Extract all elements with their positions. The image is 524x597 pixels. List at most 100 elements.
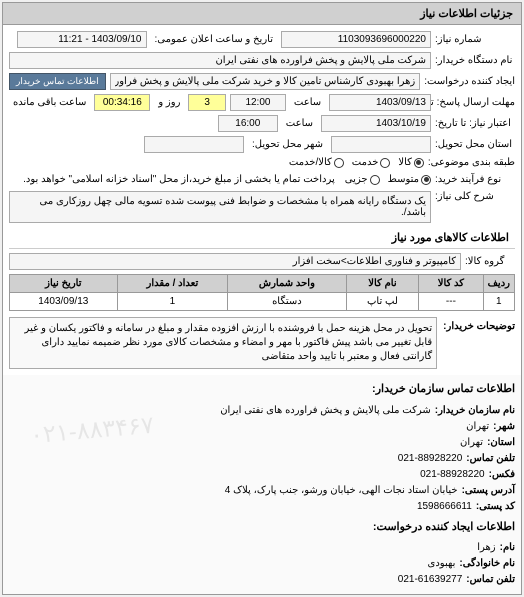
radio-partial-label: جزیی bbox=[345, 174, 368, 185]
row-process: نوع فرآیند خرید: متوسط جزیی پرداخت تمام … bbox=[9, 172, 515, 187]
col-qty: تعداد / مقدار bbox=[117, 275, 228, 293]
radio-dot-icon bbox=[421, 175, 431, 185]
col-code: کد کالا bbox=[419, 275, 483, 293]
deadline-date-input[interactable] bbox=[329, 94, 431, 111]
creator-family-value: بهبودی bbox=[428, 556, 456, 572]
delivery-city-label: شهر محل تحویل: bbox=[248, 139, 327, 150]
cell-code: --- bbox=[419, 293, 483, 311]
request-number-input[interactable] bbox=[281, 31, 431, 48]
goods-table: ردیف کد کالا نام کالا واحد شمارش تعداد /… bbox=[9, 274, 515, 311]
radio-both-label: کالا/خدمت bbox=[289, 157, 332, 168]
buyer-name-input[interactable] bbox=[9, 52, 431, 69]
creator-family-label: نام خانوادگی: bbox=[459, 556, 515, 572]
subject-label: شرح کلی نیاز: bbox=[435, 191, 515, 202]
delivery-state-input[interactable] bbox=[331, 136, 431, 153]
table-header-row: ردیف کد کالا نام کالا واحد شمارش تعداد /… bbox=[10, 275, 515, 293]
validity-date-input[interactable] bbox=[321, 115, 431, 132]
delivery-state-label: استان محل تحویل: bbox=[435, 139, 515, 150]
contact-address-value: خیابان استاد نجات الهی، خیابان ورشو، جنب… bbox=[225, 483, 458, 499]
contact-phone-label: تلفن تماس: bbox=[466, 451, 515, 467]
validity-label: اعتبار نیاز: تا تاریخ: bbox=[435, 118, 515, 129]
creator-family-line: نام خانوادگی: بهبودی bbox=[9, 556, 515, 572]
row-subject: شرح کلی نیاز: bbox=[9, 191, 515, 223]
row-validity: اعتبار نیاز: تا تاریخ: ساعت bbox=[9, 115, 515, 132]
remain-time-input bbox=[94, 94, 150, 111]
contact-fax-line: فکس: 021-88928220 bbox=[9, 467, 515, 483]
panel-header: جزئیات اطلاعات نیاز bbox=[3, 3, 521, 25]
radio-medium[interactable]: متوسط bbox=[388, 174, 431, 185]
row-deadline: مهلت ارسال پاسخ: تا ساعت روز و ساعت باقی… bbox=[9, 94, 515, 111]
radio-dot-icon bbox=[334, 158, 344, 168]
contact-city-line: شهر: تهران bbox=[9, 419, 515, 435]
creator-name-label: نام: bbox=[500, 540, 515, 556]
remain-days-label: روز و bbox=[154, 97, 184, 108]
classification-label: طبقه بندی موضوعی: bbox=[428, 157, 515, 168]
buyer-notes-label: توضیحات خریدار: bbox=[443, 317, 515, 332]
process-label: نوع فرآیند خرید: bbox=[435, 174, 515, 185]
remain-time-label: ساعت باقی مانده bbox=[9, 97, 90, 108]
contact-phone-line: تلفن تماس: 021-88928220 bbox=[9, 451, 515, 467]
row-request-number: شماره نیاز: تاریخ و ساعت اعلان عمومی: bbox=[9, 31, 515, 48]
creator-name-value: زهرا bbox=[477, 540, 495, 556]
contact-address-line: آدرس پستی: خیابان استاد نجات الهی، خیابا… bbox=[9, 483, 515, 499]
col-row: ردیف bbox=[483, 275, 514, 293]
contact-address-label: آدرس پستی: bbox=[462, 483, 515, 499]
cell-qty: 1 bbox=[117, 293, 228, 311]
subject-textarea[interactable] bbox=[9, 191, 431, 223]
process-radio-group: متوسط جزیی bbox=[345, 174, 431, 185]
contact-state-label: استان: bbox=[487, 435, 515, 451]
main-panel: جزئیات اطلاعات نیاز شماره نیاز: تاریخ و … bbox=[2, 2, 522, 595]
row-delivery: استان محل تحویل: شهر محل تحویل: bbox=[9, 136, 515, 153]
public-date-input[interactable] bbox=[17, 31, 147, 48]
radio-both[interactable]: کالا/خدمت bbox=[289, 157, 344, 168]
contact-postal-line: کد پستی: 1598666611 bbox=[9, 499, 515, 515]
row-classification: طبقه بندی موضوعی: کالا خدمت کالا/خدمت bbox=[9, 157, 515, 168]
radio-dot-icon bbox=[370, 175, 380, 185]
contact-org-value: شرکت ملی پالایش و پخش فراورده های نفتی ا… bbox=[220, 403, 431, 419]
goods-group-input[interactable] bbox=[9, 253, 461, 270]
form-body: شماره نیاز: تاریخ و ساعت اعلان عمومی: نا… bbox=[3, 25, 521, 375]
delivery-city-input[interactable] bbox=[144, 136, 244, 153]
requester-input[interactable] bbox=[110, 73, 421, 90]
deadline-label: مهلت ارسال پاسخ: تا bbox=[435, 97, 515, 108]
buyer-notes-box: تحویل در محل هزینه حمل با فروشنده با ارز… bbox=[9, 317, 437, 369]
radio-goods[interactable]: کالا bbox=[398, 157, 424, 168]
contact-city-label: شهر: bbox=[493, 419, 515, 435]
contact-phone-value: 021-88928220 bbox=[398, 451, 463, 467]
col-name: نام کالا bbox=[346, 275, 419, 293]
cell-name: لپ تاپ bbox=[346, 293, 419, 311]
table-row[interactable]: 1 --- لپ تاپ دستگاه 1 1403/09/13 bbox=[10, 293, 515, 311]
buyer-notes-row: توضیحات خریدار: تحویل در محل هزینه حمل ب… bbox=[9, 317, 515, 369]
validity-time-input[interactable] bbox=[218, 115, 278, 132]
contact-org-title: اطلاعات تماس سازمان خریدار: bbox=[9, 381, 515, 399]
row-goods-group: گروه کالا: bbox=[9, 253, 515, 270]
public-date-label: تاریخ و ساعت اعلان عمومی: bbox=[151, 34, 278, 45]
contact-org-line: نام سازمان خریدار: شرکت ملی پالایش و پخش… bbox=[9, 403, 515, 419]
radio-dot-icon bbox=[414, 158, 424, 168]
payment-note: پرداخت تمام یا بخشی از مبلغ خرید،از محل … bbox=[9, 172, 341, 187]
contact-info-button[interactable]: اطلاعات تماس خریدار bbox=[9, 73, 106, 90]
creator-phone-value: 021-61639277 bbox=[398, 572, 463, 588]
contact-fax-label: فکس: bbox=[489, 467, 515, 483]
row-buyer-name: نام دستگاه خریدار: bbox=[9, 52, 515, 69]
contact-state-line: استان: تهران bbox=[9, 435, 515, 451]
cell-row: 1 bbox=[483, 293, 514, 311]
contact-fax-value: 021-88928220 bbox=[420, 467, 485, 483]
contact-postal-label: کد پستی: bbox=[476, 499, 515, 515]
buyer-name-label: نام دستگاه خریدار: bbox=[435, 55, 515, 66]
creator-phone-line: تلفن تماس: 021-61639277 bbox=[9, 572, 515, 588]
classification-radio-group: کالا خدمت کالا/خدمت bbox=[289, 157, 424, 168]
goods-section-title: اطلاعات کالاهای مورد نیاز bbox=[9, 227, 515, 249]
cell-date: 1403/09/13 bbox=[10, 293, 118, 311]
col-date: تاریخ نیاز bbox=[10, 275, 118, 293]
request-number-label: شماره نیاز: bbox=[435, 34, 515, 45]
radio-service[interactable]: خدمت bbox=[352, 157, 391, 168]
contact-city-value: تهران bbox=[466, 419, 489, 435]
time-label-1: ساعت bbox=[290, 97, 325, 108]
contact-org-label: نام سازمان خریدار: bbox=[435, 403, 515, 419]
radio-dot-icon bbox=[380, 158, 390, 168]
deadline-time-input[interactable] bbox=[230, 94, 286, 111]
radio-partial[interactable]: جزیی bbox=[345, 174, 380, 185]
contact-section: اطلاعات تماس سازمان خریدار: نام سازمان خ… bbox=[3, 375, 521, 594]
creator-phone-label: تلفن تماس: bbox=[466, 572, 515, 588]
